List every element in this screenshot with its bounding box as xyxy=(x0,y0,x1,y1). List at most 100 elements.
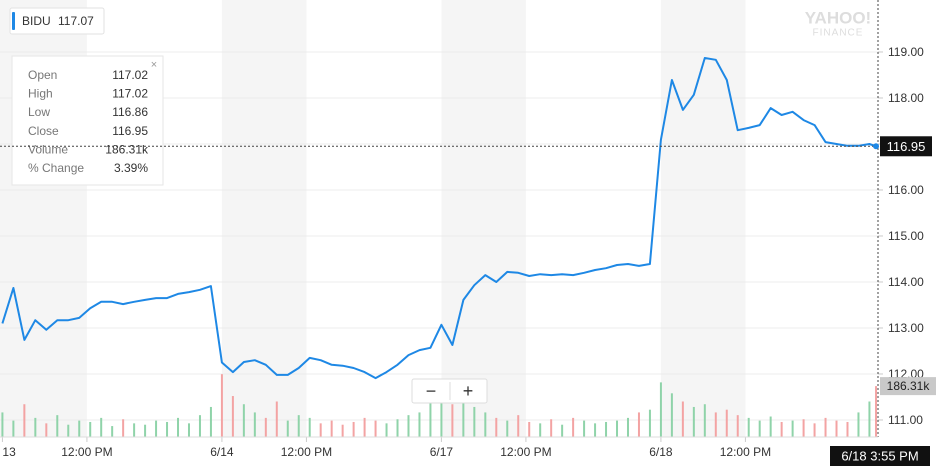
session-band xyxy=(441,0,526,437)
volume-bar xyxy=(539,423,542,437)
tooltip-value: 117.02 xyxy=(112,68,148,82)
volume-bar xyxy=(616,420,619,437)
volume-bar xyxy=(813,423,816,437)
volume-bar xyxy=(23,404,26,437)
ticker: BIDU xyxy=(22,14,51,28)
volume-bar xyxy=(561,424,564,437)
volume-bar xyxy=(495,417,498,437)
zoom-in[interactable]: + xyxy=(463,381,474,401)
x-tick-label: 12:00 PM xyxy=(281,445,332,459)
volume-bar xyxy=(875,386,878,437)
tooltip-value: 186.31k xyxy=(105,142,149,156)
volume-bar xyxy=(780,421,783,437)
volume-bar xyxy=(692,406,695,437)
volume-bar xyxy=(659,382,662,437)
tooltip-value: 116.86 xyxy=(112,105,148,119)
last-point xyxy=(873,143,880,150)
volume-bar xyxy=(473,406,476,437)
volume-bar xyxy=(407,415,410,437)
volume-bar xyxy=(594,423,597,437)
y-tick-label: 111.00 xyxy=(888,413,923,427)
price-badge-label: 116.95 xyxy=(887,139,926,154)
volume-bar xyxy=(835,420,838,437)
tooltip-label: Open xyxy=(28,68,57,82)
volume-bar xyxy=(166,421,169,437)
volume-bar xyxy=(155,420,158,437)
volume-bar xyxy=(275,401,278,437)
volume-bar xyxy=(868,401,871,437)
volume-bar xyxy=(1,412,4,437)
volume-bar xyxy=(45,423,48,437)
x-tick-label: 13 xyxy=(2,445,16,459)
volume-bar xyxy=(133,423,136,437)
price-badge xyxy=(880,136,932,157)
volume-bar xyxy=(34,417,37,437)
volume-bar xyxy=(352,421,355,437)
tooltip-value: 116.95 xyxy=(112,124,148,138)
x-tick-label: 12:00 PM xyxy=(61,445,112,459)
volume-bar xyxy=(220,374,223,437)
time-badge xyxy=(830,446,930,466)
tooltip-close[interactable]: × xyxy=(151,59,157,71)
tooltip-label: High xyxy=(28,87,53,101)
volume-bar xyxy=(484,412,487,437)
volume-bar xyxy=(528,421,531,437)
zoom-out[interactable]: − xyxy=(426,381,437,401)
volume-bar xyxy=(67,424,70,437)
volume-bar xyxy=(758,420,761,437)
volume-bar xyxy=(572,417,575,437)
y-tick-label: 113.00 xyxy=(888,321,924,335)
ticker-color xyxy=(12,12,15,30)
volume-bar xyxy=(670,393,673,437)
volume-bar xyxy=(550,419,553,437)
y-tick-label: 115.00 xyxy=(888,229,924,243)
volume-bar xyxy=(626,417,629,437)
volume-bar xyxy=(111,426,114,437)
tooltip-value: 3.39% xyxy=(114,161,148,175)
volume-bar xyxy=(681,401,684,437)
volume-bar xyxy=(451,404,454,437)
volume-bar xyxy=(605,421,608,437)
volume-badge-label: 186.31k xyxy=(887,379,931,393)
watermark: FINANCE xyxy=(813,28,864,39)
volume-bar xyxy=(429,398,432,437)
volume-bar xyxy=(824,417,827,437)
volume-bar xyxy=(308,417,311,437)
volume-bar xyxy=(330,420,333,437)
volume-bar xyxy=(100,417,103,437)
ticker-box xyxy=(9,7,105,35)
volume-bar xyxy=(78,420,81,437)
volume-bar xyxy=(769,416,772,437)
volume-bar xyxy=(747,417,750,437)
volume-bar xyxy=(341,424,344,437)
volume-bar xyxy=(517,415,520,437)
ticker-quote: 117.07 xyxy=(58,14,94,28)
y-tick-label: 118.00 xyxy=(888,91,924,105)
x-tick-label: 6/17 xyxy=(430,445,454,459)
volume-bar xyxy=(725,409,728,437)
x-tick-label: 12:00 PM xyxy=(720,445,771,459)
watermark: YAHOO! xyxy=(805,9,871,28)
volume-bar xyxy=(319,423,322,437)
volume-bar xyxy=(802,419,805,437)
tooltip-label: Low xyxy=(28,105,50,119)
volume-bar xyxy=(736,415,739,437)
volume-bar xyxy=(583,420,586,437)
volume-bar xyxy=(857,412,860,437)
volume-bar xyxy=(648,409,651,437)
volume-bar xyxy=(198,415,201,437)
volume-bar xyxy=(187,423,190,437)
y-tick-label: 116.00 xyxy=(888,183,924,197)
volume-bar xyxy=(703,404,706,437)
volume-bar xyxy=(231,396,234,437)
volume-bar xyxy=(89,421,92,437)
tooltip-label: % Change xyxy=(28,161,84,175)
tooltip-label: Close xyxy=(28,124,59,138)
time-badge-label: 6/18 3:55 PM xyxy=(841,449,918,464)
volume-bar xyxy=(264,417,267,437)
volume-bar xyxy=(714,412,717,437)
volume-bar xyxy=(177,417,180,437)
price-line xyxy=(1,57,877,380)
